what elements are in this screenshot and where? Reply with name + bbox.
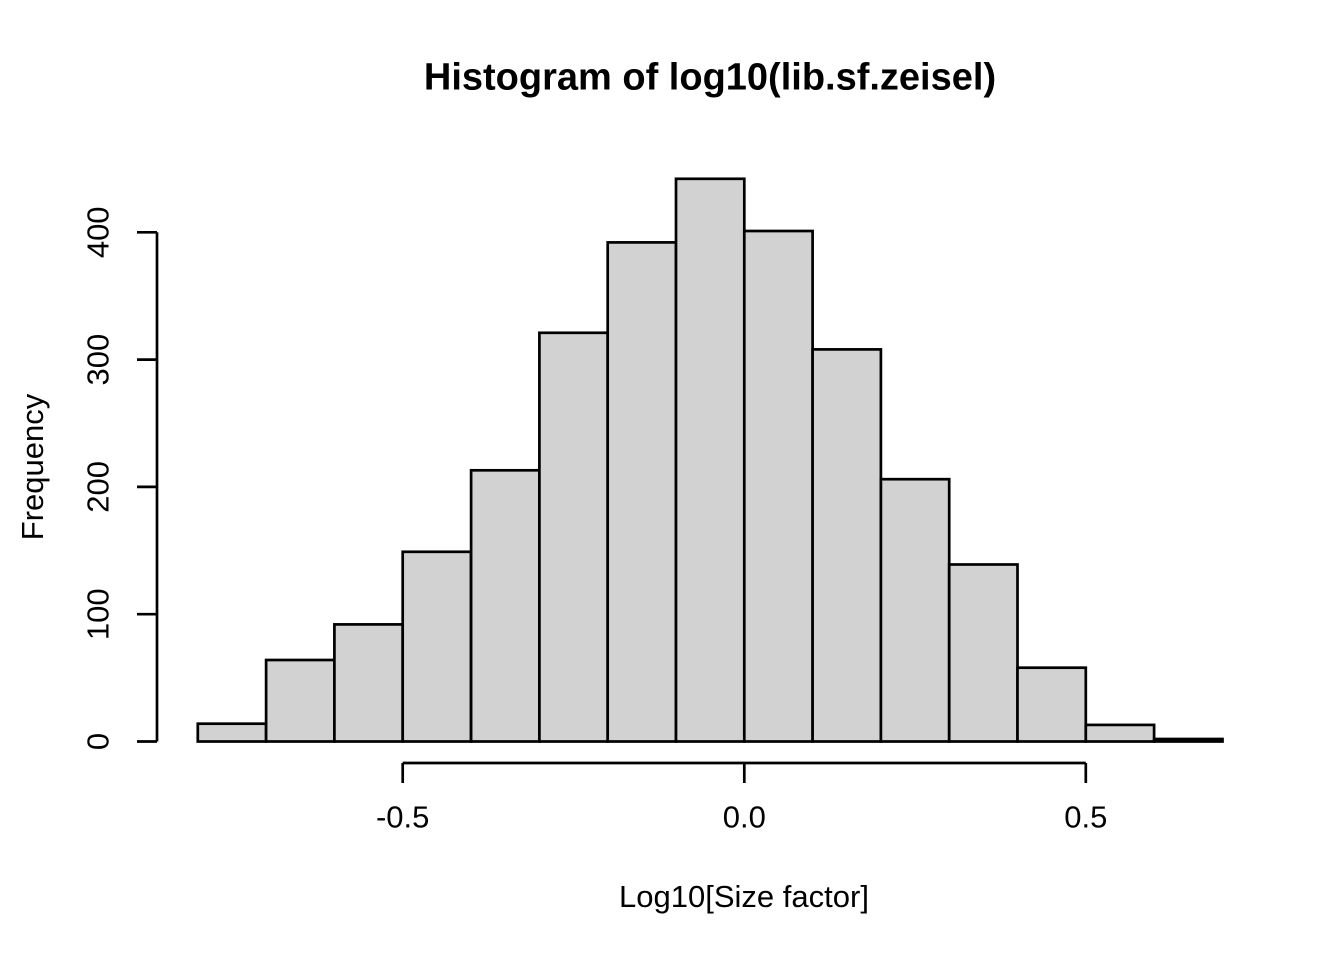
histogram-bar: [469, 468, 541, 743]
x-axis-tick-label: -0.5: [376, 800, 429, 835]
histogram-bar: [811, 348, 883, 743]
histogram-bar: [1016, 666, 1088, 743]
histogram-bar: [1152, 737, 1224, 743]
x-axis-tick-label: 0.0: [723, 800, 766, 835]
histogram-bar: [333, 623, 405, 743]
x-axis-tick-label: 0.5: [1064, 800, 1107, 835]
y-axis-tick-label: 300: [81, 334, 116, 386]
x-axis-title: Log10[Size factor]: [619, 879, 869, 914]
histogram-bar: [947, 563, 1019, 743]
histogram-bar: [742, 229, 814, 743]
y-axis-tick-label: 100: [81, 588, 116, 640]
histogram-bar: [401, 550, 473, 743]
histogram-bar: [1084, 723, 1156, 743]
histogram-bar: [538, 331, 610, 743]
chart-title: Histogram of log10(lib.sf.zeisel): [423, 56, 997, 99]
histogram-bar: [606, 241, 678, 743]
y-axis-tick-label: 200: [81, 461, 116, 513]
histogram-bar: [879, 477, 951, 743]
y-axis-tick-label: 400: [81, 206, 116, 258]
y-axis-title: Frequency: [15, 393, 50, 541]
y-axis-tick-label: 0: [81, 733, 116, 750]
histogram-bar: [196, 722, 268, 743]
histogram-bar: [674, 177, 746, 743]
histogram-bar: [264, 658, 336, 743]
